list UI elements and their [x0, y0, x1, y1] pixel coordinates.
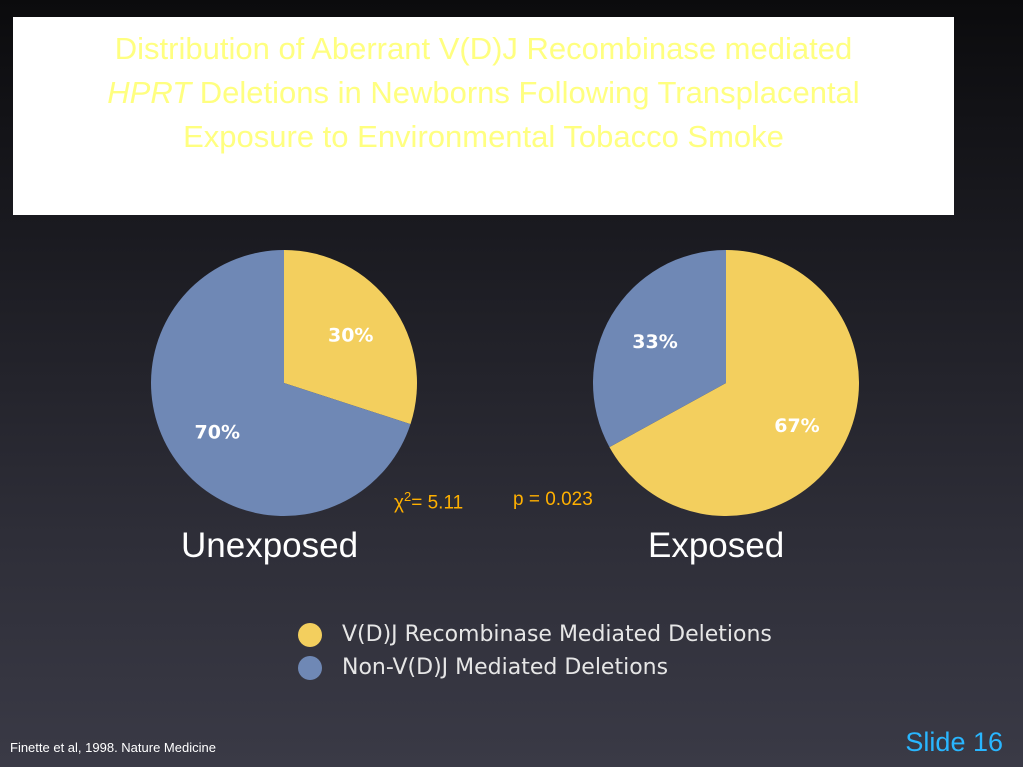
slide-title: Distribution of Aberrant V(D)J Recombina… — [13, 27, 954, 159]
legend-label-vdj: V(D)J Recombinase Mediated Deletions — [342, 622, 772, 647]
title-line-2: HPRT Deletions in Newborns Following Tra… — [13, 71, 954, 115]
pie-0-slice-0-label: 30% — [328, 325, 373, 347]
title-box: Distribution of Aberrant V(D)J Recombina… — [13, 17, 954, 215]
chi-symbol: χ — [394, 492, 404, 514]
title-line-2-rest: Deletions in Newborns Following Transpla… — [191, 75, 860, 110]
chi-superscript: 2 — [403, 489, 412, 504]
legend-item-vdj: V(D)J Recombinase Mediated Deletions — [298, 618, 772, 651]
pie-0-slice-0 — [284, 250, 417, 425]
exposed-label: Exposed — [648, 526, 785, 565]
legend-label-non-vdj: Non-V(D)J Mediated Deletions — [342, 655, 669, 680]
title-hprt: HPRT — [107, 75, 192, 110]
citation: Finette et al, 1998. Nature Medicine — [10, 740, 216, 755]
legend-swatch-vdj — [298, 622, 322, 647]
unexposed-label: Unexposed — [181, 526, 359, 565]
chi-square-stat: χ2= 5.11 — [394, 489, 463, 514]
slide-number: Slide 16 — [905, 727, 1003, 757]
pie-1-slice-0 — [609, 250, 860, 516]
pie-0-slice-1-label: 70% — [195, 421, 240, 443]
legend-swatch-non-vdj — [298, 655, 322, 680]
chi-value: = 5.11 — [411, 492, 464, 514]
pie-0-slice-1 — [151, 250, 411, 516]
title-line-3: Exposure to Environmental Tobacco Smoke — [183, 119, 784, 154]
pie-1-slice-1-label: 33% — [632, 331, 677, 353]
legend-item-non-vdj: Non-V(D)J Mediated Deletions — [298, 651, 772, 684]
pie-1-slice-1 — [593, 250, 726, 448]
legend: V(D)J Recombinase Mediated Deletions Non… — [298, 618, 772, 684]
title-line-1: Distribution of Aberrant V(D)J Recombina… — [114, 31, 853, 66]
pie-1-slice-0-label: 67% — [774, 415, 819, 437]
p-value: p = 0.023 — [513, 489, 593, 510]
